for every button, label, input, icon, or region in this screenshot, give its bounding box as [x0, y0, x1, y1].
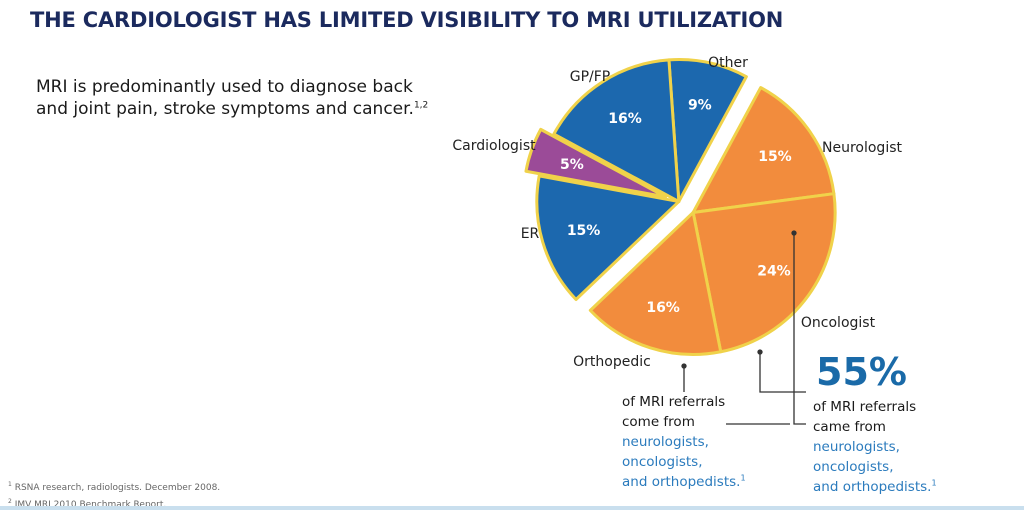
- pie-percent-labels: 9% 15% 24% 16% 15% 5% 16%: [560, 97, 792, 316]
- intro-body: MRI is predominantly used to diagnose ba…: [36, 77, 414, 119]
- callout-right-line4: oncologists,: [813, 459, 894, 475]
- footnote-1-text: RSNA research, radiologists. December 20…: [14, 483, 221, 493]
- callout-right-line5: and orthopedists.1: [813, 477, 937, 497]
- callout-left-line2: come from: [622, 414, 695, 430]
- intro-text: MRI is predominantly used to diagnose ba…: [36, 76, 436, 120]
- callout-left-line3: neurologists,: [622, 434, 709, 450]
- pie-label-cardiologist: Cardiologist: [452, 138, 536, 154]
- bottom-divider: [0, 506, 1024, 510]
- callout-left-line4: oncologists,: [622, 454, 703, 470]
- pie-slices: [524, 58, 837, 356]
- pie-pct-er: 15%: [567, 223, 601, 239]
- leader-dot-oncologist: [757, 349, 763, 355]
- pie-slice-orthopedic: [588, 210, 723, 356]
- pie-label-orthopedic: Orthopedic: [573, 354, 651, 370]
- callout-right-line1: of MRI referrals: [813, 399, 917, 415]
- pie-pct-other: 9%: [688, 97, 712, 113]
- leader-oncologist: [759, 352, 806, 393]
- footnotes: 1 RSNA research, radiologists. December …: [8, 478, 220, 512]
- pie-pct-neurologist: 15%: [758, 149, 792, 165]
- callout-left-line5-text: and orthopedists.: [622, 474, 741, 490]
- intro-refs: 1,2: [413, 100, 429, 111]
- pie-label-er: ER: [521, 226, 540, 242]
- footnote-2: 2 IMV MRI 2010 Benchmark Report.: [8, 495, 220, 512]
- footnote-1-num: 1: [8, 481, 12, 488]
- pie-label-neurologist: Neurologist: [822, 140, 902, 156]
- pie-pct-cardiologist: 5%: [560, 157, 584, 173]
- pie-slice-oncologist: [691, 192, 837, 354]
- callout-leader-lines: [681, 230, 806, 425]
- page-title: THE CARDIOLOGIST HAS LIMITED VISIBILITY …: [30, 8, 784, 32]
- callout-right-ref: 1: [931, 478, 937, 488]
- footnote-2-num: 2: [8, 498, 12, 505]
- pie-slice-gp-fp: [552, 58, 681, 204]
- pie-pct-orthopedic: 16%: [646, 300, 680, 316]
- pie-category-labels: Other Neurologist Oncologist Orthopedic ER Ca…: [452, 55, 902, 370]
- pie-slice-er: [535, 174, 681, 301]
- leader-dot-neurologist: [791, 230, 797, 236]
- callout-left-line1: of MRI referrals: [622, 394, 726, 410]
- big-percentage: 55%: [816, 350, 907, 394]
- callout-left-line5: and orthopedists.1: [622, 472, 746, 492]
- leader-dot-orthopedic: [681, 363, 687, 369]
- pie-slice-neurologist: [691, 86, 836, 214]
- pie-label-gp-fp: GP/FP: [570, 69, 611, 85]
- footnote-1: 1 RSNA research, radiologists. December …: [8, 478, 220, 495]
- callout-left: of MRI referrals come from neurologists,…: [622, 392, 746, 492]
- footnote-2-text: IMV MRI 2010 Benchmark Report.: [14, 500, 167, 510]
- callout-right-line2: came from: [813, 419, 886, 435]
- callout-right-line5-text: and orthopedists.: [813, 479, 932, 495]
- pie-pct-oncologist: 24%: [757, 263, 791, 279]
- pie-slice-other: [667, 58, 748, 204]
- callout-right-line3: neurologists,: [813, 439, 900, 455]
- pie-label-other: Other: [708, 55, 748, 71]
- callout-right: of MRI referrals came from neurologists,…: [813, 397, 937, 497]
- pie-label-oncologist: Oncologist: [801, 315, 876, 331]
- callout-left-ref: 1: [740, 473, 746, 483]
- pie-slice-cardiologist: [524, 127, 668, 199]
- pie-pct-gp-fp: 16%: [608, 111, 642, 127]
- leader-neurologist: [793, 233, 806, 425]
